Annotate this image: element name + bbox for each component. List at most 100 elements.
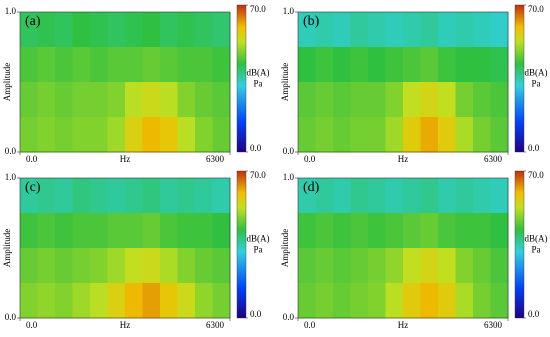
heatmap-cell — [350, 12, 369, 48]
heatmap-cell — [107, 178, 126, 214]
heatmap-cell — [55, 283, 73, 319]
heatmap-cell — [333, 178, 351, 214]
heatmap-cell — [177, 12, 196, 48]
heatmap-cell — [420, 283, 439, 319]
colorbar-tick-label: 70.0 — [528, 170, 544, 180]
heatmap-cell — [333, 213, 351, 249]
heatmap-cell — [90, 283, 108, 319]
heatmap-cell — [90, 213, 108, 249]
colorbar-unit: Pa — [532, 245, 541, 255]
heatmap-cell — [298, 82, 316, 118]
heatmap-cell — [315, 117, 334, 153]
heatmap-cell — [473, 12, 491, 48]
y-tick-label: 0.0 — [5, 312, 17, 322]
heatmap-cell — [107, 283, 126, 319]
heatmap-cell — [455, 82, 474, 118]
colorbar-tick-label: 0.0 — [528, 309, 540, 319]
heatmap-cell — [385, 248, 404, 284]
heatmap-cell — [177, 248, 196, 284]
heatmap-cell — [55, 178, 73, 214]
heatmap-cell — [55, 117, 73, 153]
colorbar-tick-label: 70.0 — [528, 4, 544, 14]
y-axis-label: Amplitude — [280, 229, 290, 268]
heatmap-cell — [368, 47, 386, 83]
heatmap-cell — [298, 178, 316, 214]
heatmap-cell — [490, 12, 509, 48]
heatmap-cell — [107, 47, 126, 83]
heatmap-cell — [160, 248, 178, 284]
heatmap-cell — [455, 283, 474, 319]
heatmap-cell — [403, 248, 421, 284]
heatmap-cell — [368, 12, 386, 48]
panel-label: (b) — [303, 14, 320, 29]
heatmap-cell — [350, 178, 369, 214]
colorbar-label: dB(A) — [525, 68, 548, 78]
heatmap-cell — [298, 12, 316, 48]
heatmap-cell — [298, 248, 316, 284]
heatmap-cell — [438, 82, 456, 118]
heatmap-cell — [177, 283, 196, 319]
x-axis-label: Hz — [398, 154, 409, 164]
heatmap-cell — [20, 178, 38, 214]
heatmap-cell — [298, 213, 316, 249]
heatmap-cell — [438, 283, 456, 319]
plot-frame — [297, 177, 509, 319]
heatmap-cell — [37, 248, 56, 284]
y-tick-label: 1.0 — [283, 6, 295, 16]
heatmap-cell — [55, 82, 73, 118]
x-tick-label: 6300 — [484, 320, 503, 330]
heatmap-cell — [212, 117, 231, 153]
heatmap-cell — [195, 47, 213, 83]
y-axis-label: Amplitude — [280, 63, 290, 102]
heatmap-cell — [72, 82, 91, 118]
heatmap-cell — [20, 283, 38, 319]
heatmap-cell — [315, 213, 334, 249]
heatmap-cell — [385, 12, 404, 48]
heatmap-cell — [385, 82, 404, 118]
heatmap-cell — [333, 248, 351, 284]
heatmap-cell — [438, 12, 456, 48]
colorbar-tick-label: 70.0 — [250, 170, 266, 180]
heatmap-cell — [350, 47, 369, 83]
heatmap-cell — [403, 213, 421, 249]
heatmap-cell — [315, 248, 334, 284]
colorbar-unit: Pa — [532, 79, 541, 89]
heatmap-cell — [455, 178, 474, 214]
heatmap-cell — [403, 47, 421, 83]
x-tick-label: 0.0 — [26, 320, 38, 330]
heatmap-cell — [195, 178, 213, 214]
heatmap-cell — [473, 47, 491, 83]
heatmap-cell — [385, 178, 404, 214]
heatmap-cell — [20, 213, 38, 249]
heatmap-cell — [125, 82, 143, 118]
heatmap-cell — [125, 12, 143, 48]
heatmap-cell — [473, 117, 491, 153]
heatmap-cell — [212, 178, 231, 214]
y-tick-label: 0.0 — [5, 146, 17, 156]
heatmap-cell — [420, 47, 439, 83]
heatmap-cell — [438, 213, 456, 249]
heatmap-cell — [142, 82, 161, 118]
heatmap-cell — [107, 12, 126, 48]
heatmap-cell — [385, 283, 404, 319]
heatmap-cell — [160, 47, 178, 83]
colorbar-unit: Pa — [254, 79, 263, 89]
heatmap-cell — [72, 248, 91, 284]
heatmap-cell — [72, 213, 91, 249]
colorbar-unit: Pa — [254, 245, 263, 255]
heatmap-cell — [37, 117, 56, 153]
heatmap-cell — [37, 213, 56, 249]
heatmap-cell — [333, 47, 351, 83]
heatmap-cell — [107, 117, 126, 153]
heatmap-cell — [142, 117, 161, 153]
heatmap-cell — [125, 213, 143, 249]
heatmap-cell — [350, 283, 369, 319]
heatmap-cell — [315, 12, 334, 48]
heatmap-cell — [298, 47, 316, 83]
heatmap-cell — [385, 117, 404, 153]
x-tick-label: 6300 — [206, 154, 225, 164]
x-axis-label: Hz — [120, 320, 131, 330]
heatmap-cell — [125, 178, 143, 214]
heatmap-cell — [212, 248, 231, 284]
panel-label: (d) — [303, 180, 320, 195]
